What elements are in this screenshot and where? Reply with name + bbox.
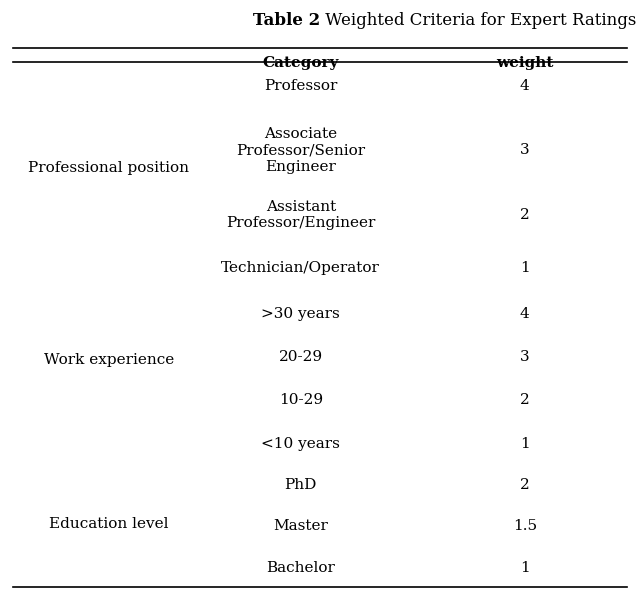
Text: 3: 3 — [520, 143, 530, 158]
Text: Assistant
Professor/Engineer: Assistant Professor/Engineer — [226, 200, 376, 231]
Text: Table 2: Table 2 — [253, 12, 320, 29]
Text: Professional position: Professional position — [28, 161, 189, 175]
Text: Master: Master — [273, 519, 328, 533]
Text: >30 years: >30 years — [261, 307, 340, 321]
Text: 1.5: 1.5 — [513, 519, 537, 533]
Text: 2: 2 — [520, 478, 530, 492]
Text: 2: 2 — [520, 393, 530, 407]
Text: Category: Category — [262, 55, 339, 70]
Text: 10-29: 10-29 — [279, 393, 323, 407]
Text: 20-29: 20-29 — [279, 350, 323, 364]
Text: 1: 1 — [520, 437, 530, 451]
Text: 1: 1 — [520, 261, 530, 276]
Text: Associate
Professor/Senior
Engineer: Associate Professor/Senior Engineer — [236, 127, 365, 173]
Text: 3: 3 — [520, 350, 530, 364]
Text: Professor: Professor — [264, 78, 337, 93]
Text: 4: 4 — [520, 78, 530, 93]
Text: Work experience: Work experience — [44, 353, 174, 367]
Text: Weighted Criteria for Expert Ratings: Weighted Criteria for Expert Ratings — [320, 12, 636, 29]
Text: 4: 4 — [520, 307, 530, 321]
Text: Education level: Education level — [49, 517, 168, 531]
Text: Technician/Operator: Technician/Operator — [221, 261, 380, 276]
Text: PhD: PhD — [285, 478, 317, 492]
Text: 2: 2 — [520, 208, 530, 222]
Text: weight: weight — [496, 55, 554, 70]
Text: <10 years: <10 years — [261, 437, 340, 451]
Text: 1: 1 — [520, 560, 530, 575]
Text: Bachelor: Bachelor — [266, 560, 335, 575]
